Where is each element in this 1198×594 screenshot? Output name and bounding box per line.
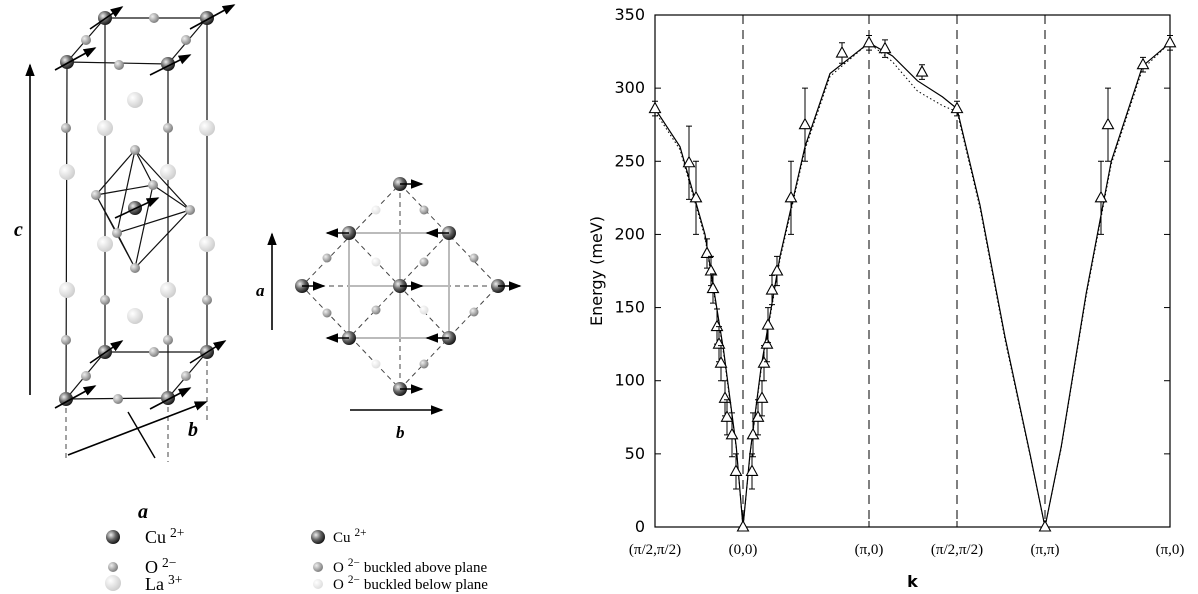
data-point: [736, 519, 750, 532]
chart: 0 50 100 150 200 250 300 350 (π/2,π/2) (0,0) (π,0)…: [587, 5, 1184, 591]
data-point: [745, 464, 759, 476]
ion: Cu: [333, 530, 351, 546]
data-point: [1094, 190, 1108, 203]
ion: Cu: [145, 527, 166, 547]
axis-a: a: [256, 281, 265, 300]
data-point: [798, 117, 812, 130]
y-tick-label: 150: [614, 298, 645, 317]
data-point: [700, 246, 714, 258]
y-tick-label: 350: [614, 5, 645, 24]
data-point: [761, 317, 775, 330]
y-tick-label: 50: [625, 444, 645, 463]
x-tick-label: (π,0): [1156, 542, 1185, 558]
axis-a: a: [138, 501, 148, 523]
cuo2-plane: a b: [256, 177, 522, 442]
charge: 2+: [355, 527, 367, 539]
y-tick-label: 250: [614, 151, 645, 170]
data-point: [706, 281, 720, 294]
data-point: [950, 101, 964, 114]
ion: O: [333, 560, 344, 576]
legend-entry: O 2− buckled below plane: [333, 574, 488, 593]
data-point: [725, 427, 739, 440]
ion: La: [145, 574, 164, 594]
data-point: [835, 45, 849, 58]
data-point: [710, 319, 724, 332]
x-axis-label: k: [907, 572, 918, 591]
axis-c: c: [14, 219, 23, 241]
data-point: [784, 190, 798, 203]
charge: 2+: [170, 525, 184, 540]
data-point: [689, 190, 703, 203]
axis-b: b: [396, 423, 405, 442]
y-tick-label: 300: [614, 78, 645, 97]
crystal-structure: c a b: [14, 4, 236, 523]
data-point: [755, 391, 769, 403]
x-tick-label: (π,π): [1031, 542, 1060, 558]
legends: [105, 530, 325, 591]
data-point: [1136, 57, 1150, 70]
data-point: [770, 263, 784, 276]
ion: O: [333, 577, 344, 593]
x-tick-label: (0,0): [729, 542, 758, 558]
data-point: [682, 155, 696, 168]
data-point: [1038, 519, 1052, 532]
data-point: [704, 263, 718, 276]
charge: 3+: [168, 572, 182, 587]
data-point: [648, 101, 662, 114]
axis-b: b: [188, 419, 198, 441]
legend-entry: La 3+: [145, 572, 182, 594]
data-point: [1101, 117, 1115, 130]
legend-entry: O 2−: [145, 555, 176, 577]
x-tick-label: (π/2,π/2): [931, 542, 983, 558]
description: buckled below plane: [364, 577, 488, 593]
y-tick-label: 100: [614, 371, 645, 390]
x-tick-label: (π/2,π/2): [629, 542, 681, 558]
data-point: [729, 464, 743, 476]
data-point: [765, 282, 779, 295]
data-point: [746, 427, 760, 440]
data-point: [720, 410, 734, 422]
charge: 2−: [348, 557, 360, 569]
description: buckled above plane: [364, 560, 488, 576]
data-point: [915, 64, 929, 77]
legend-entry: Cu 2+: [333, 527, 367, 546]
data-point: [1163, 35, 1177, 48]
legend-entry: O 2− buckled above plane: [333, 557, 487, 576]
ion: O: [145, 557, 158, 577]
y-axis-label: Energy (meV): [587, 216, 606, 326]
y-tick-label: 200: [614, 224, 645, 243]
data-point: [878, 41, 892, 54]
charge: 2−: [348, 574, 360, 586]
plot-frame: [654, 14, 1171, 528]
x-tick-label: (π,0): [855, 542, 884, 558]
data-point: [714, 356, 728, 368]
data-point: [862, 35, 876, 48]
y-tick-label: 0: [635, 517, 645, 536]
legend-entry: Cu 2+: [145, 525, 184, 547]
charge: 2−: [162, 555, 176, 570]
